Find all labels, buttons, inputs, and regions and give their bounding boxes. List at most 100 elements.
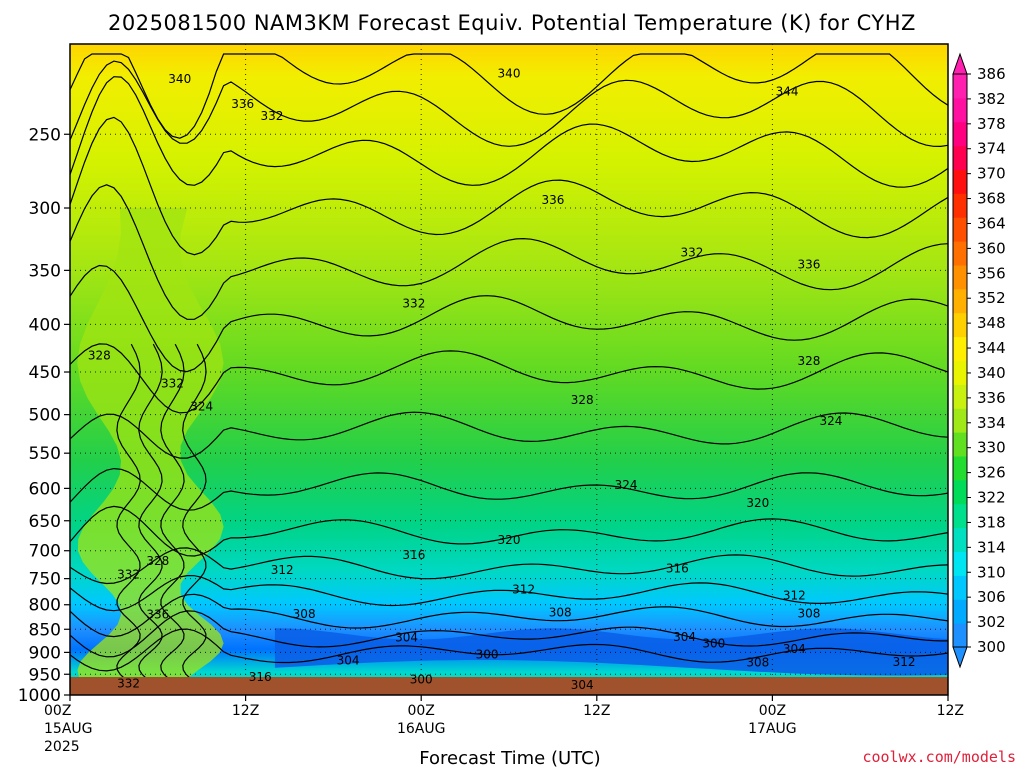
contour-label: 312 (893, 655, 916, 669)
colorbar-swatch (953, 527, 967, 552)
colorbar-swatch (953, 456, 967, 481)
x-tick-label: 15AUG (44, 721, 93, 737)
colorbar-swatch (953, 599, 967, 624)
contour-line (70, 574, 948, 612)
contour-line (70, 343, 948, 414)
colorbar-swatch (953, 288, 967, 314)
colorbar-label: 356 (977, 264, 1006, 282)
contour-label: 316 (249, 670, 272, 684)
contour-line (70, 76, 948, 188)
colorbar-label: 300 (977, 638, 1006, 656)
contour-label: 304 (337, 653, 360, 667)
x-tick-label: 12Z (232, 703, 259, 719)
colorbar-swatch (953, 384, 967, 409)
colorbar-swatch (953, 336, 967, 361)
contour-line (70, 593, 948, 638)
contour-label: 316 (402, 548, 425, 562)
y-tick-label: 550 (29, 444, 61, 464)
y-tick-label: 600 (29, 479, 61, 499)
contour-label: 324 (819, 414, 842, 428)
x-tick-label: 00Z (759, 703, 786, 719)
colorbar-swatch (953, 503, 967, 529)
contour-line (70, 116, 948, 256)
colorbar-swatch (953, 169, 967, 194)
contour-line (116, 343, 141, 688)
colorbar-label: 344 (977, 339, 1006, 357)
contour-label: 304 (673, 630, 696, 644)
y-tick-label: 450 (29, 363, 61, 383)
contour-label: 332 (260, 109, 283, 123)
colorbar-swatch (953, 408, 967, 433)
contour-line (70, 505, 948, 557)
contour-label: 304 (571, 678, 594, 692)
colorbar-label: 340 (977, 364, 1006, 382)
colorbar-swatch (953, 97, 967, 123)
contour-label: 344 (776, 85, 799, 99)
colorbar-swatch (953, 193, 967, 218)
contour-label: 308 (549, 605, 572, 619)
ground-band (70, 677, 948, 695)
plot-border (69, 43, 949, 696)
contour-label: 328 (798, 354, 821, 368)
colorbar-label: 352 (977, 289, 1006, 307)
plot-area: 340 340 344 336 332 336 332 336 332 328 332 324 328 3… (70, 44, 948, 695)
colorbar-label: 310 (977, 563, 1006, 581)
contour-label: 312 (783, 589, 806, 603)
contour-label: 332 (161, 377, 184, 391)
colorbar-label: 370 (977, 165, 1006, 183)
colorbar-swatch (953, 312, 967, 338)
contour-label: 332 (117, 677, 140, 691)
colorbar-swatch (953, 241, 967, 266)
contour-label: 328 (571, 393, 594, 407)
x-tick-label: 17AUG (748, 721, 797, 737)
colorbar-swatch (953, 265, 967, 290)
x-tick-label: 2025 (44, 739, 80, 755)
contour-line (70, 53, 948, 139)
colorbar-label: 326 (977, 464, 1006, 482)
contour-label: 316 (666, 561, 689, 575)
colorbar-swatch (953, 145, 967, 170)
y-tick-label: 300 (29, 199, 61, 219)
contour-label: 300 (476, 648, 499, 662)
y-tick-label: 800 (29, 596, 61, 616)
contour-line (70, 467, 948, 511)
contour-line (70, 610, 948, 658)
y-tick-label: 950 (29, 665, 61, 685)
contour-label: 336 (798, 258, 821, 272)
colorbar-bottom-arrow (952, 646, 968, 669)
contour-lines (70, 53, 948, 688)
y-tick-label: 850 (29, 620, 61, 640)
contour-label: 312 (271, 563, 294, 577)
y-tick-label: 400 (29, 315, 61, 335)
y-tick-label: 350 (29, 261, 61, 281)
contour-label: 312 (512, 582, 535, 596)
y-tick-label: 700 (29, 542, 61, 562)
colorbar-label: 306 (977, 588, 1006, 606)
y-tick-label: 750 (29, 570, 61, 590)
y-tick-label: 500 (29, 406, 61, 426)
contour-label: 308 (746, 656, 769, 670)
x-tick-label: 12Z (937, 703, 964, 719)
colorbar-swatch (953, 74, 967, 99)
colorbar-swatch (953, 432, 967, 457)
chart-title: 2025081500 NAM3KM Forecast Equiv. Potent… (108, 11, 916, 35)
colorbar-label: 302 (977, 613, 1006, 631)
y-tick-label: 650 (29, 512, 61, 532)
contour-line (70, 60, 948, 148)
colorbar-label: 360 (977, 239, 1006, 257)
contour-label: 304 (395, 631, 418, 645)
colorbar-top-arrow (952, 52, 968, 75)
contour-label: 336 (231, 97, 254, 111)
colorbar-swatch (953, 551, 967, 576)
colorbar-label: 336 (977, 389, 1006, 407)
contour-label: 328 (146, 554, 169, 568)
contour-label: 340 (498, 66, 521, 80)
colorbar-label: 378 (977, 115, 1006, 133)
x-axis-label: Forecast Time (UTC) (419, 748, 600, 768)
contour-label: 332 (680, 246, 703, 260)
contour-line (70, 411, 948, 459)
contour-label: 304 (783, 642, 806, 656)
contour-label: 324 (190, 399, 213, 413)
contour-label: 320 (498, 533, 521, 547)
contour-label: 332 (117, 567, 140, 581)
